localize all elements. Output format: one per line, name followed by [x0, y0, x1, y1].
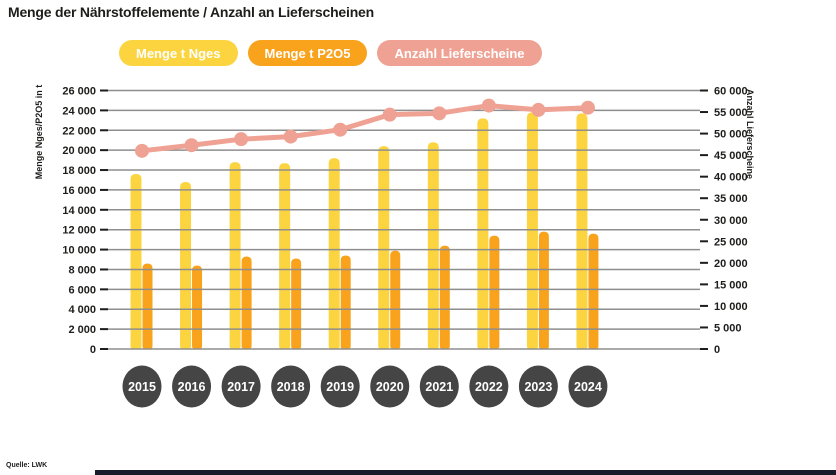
bar-p2o5-2021 [439, 245, 450, 349]
bar-nges-2018 [279, 163, 291, 349]
year-circle-2021 [419, 365, 459, 408]
year-label-2023: 2023 [524, 380, 552, 394]
year-circle-2018 [271, 365, 311, 408]
line-marker-2023 [531, 102, 546, 117]
right-axis-label: 55 000 [714, 107, 748, 119]
left-axis-title: Menge Nges/P2O5 in t [34, 84, 44, 180]
year-circle-2022 [469, 365, 509, 408]
footer-strip [95, 470, 836, 475]
gridlines-group [108, 89, 700, 350]
legend-pill-menge-p2o5[interactable]: Menge t P2O5 [247, 40, 368, 66]
right-axis-label: 15 000 [714, 279, 748, 291]
line-series-group [135, 98, 595, 158]
right-axis-label: 10 000 [714, 301, 748, 313]
year-label-2017: 2017 [227, 380, 255, 394]
bar-p2o5-2018 [291, 258, 302, 349]
bars-group [130, 112, 599, 349]
bar-p2o5-2022 [489, 235, 500, 349]
line-marker-2016 [184, 138, 199, 153]
line-marker-2024 [580, 100, 595, 115]
left-axis-group: 0 2 000 4 000 6 000 8 000 10 000 12 000 14 000 1… [62, 86, 108, 356]
right-axis-label: 25 000 [714, 236, 748, 248]
line-marker-2018 [283, 129, 298, 144]
line-marker-2021 [432, 106, 447, 121]
left-axis-label: 16 000 [62, 185, 96, 197]
left-axis-label: 10 000 [62, 245, 96, 257]
year-circle-2019 [320, 365, 360, 408]
bar-nges-2020 [378, 146, 390, 349]
left-axis-label: 26 000 [62, 86, 96, 98]
chart-title: Menge der Nährstoffelemente / Anzahl an … [8, 4, 374, 20]
right-axis-label: 30 000 [714, 215, 748, 227]
right-axis-label: 20 000 [714, 258, 748, 270]
bar-p2o5-2020 [390, 250, 401, 349]
left-axis-label: 4 000 [68, 304, 96, 316]
year-label-2019: 2019 [326, 380, 354, 394]
year-label-2024: 2024 [574, 380, 602, 394]
right-axis-label: 35 000 [714, 193, 748, 205]
year-circle-2023 [518, 365, 558, 408]
line-marker-2019 [333, 122, 348, 137]
bar-p2o5-2024 [588, 233, 599, 349]
right-axis-label: 60 000 [714, 86, 748, 98]
line-marker-2022 [481, 98, 496, 113]
left-axis-label: 24 000 [62, 105, 96, 117]
bar-nges-2023 [526, 112, 538, 349]
bar-nges-2016 [180, 181, 192, 349]
right-axis-title: Anzahl Lieferscheine [745, 88, 755, 180]
year-circle-2024 [568, 365, 608, 408]
right-axis-label: 40 000 [714, 172, 748, 184]
bar-nges-2022 [477, 118, 489, 349]
right-axis-label: 45 000 [714, 150, 748, 162]
legend-pill-anzahl-lieferscheine[interactable]: Anzahl Lieferscheine [377, 40, 542, 66]
left-axis-label: 20 000 [62, 145, 96, 157]
year-label-2020: 2020 [376, 380, 404, 394]
left-axis-label: 22 000 [62, 125, 96, 137]
bar-nges-2015 [130, 174, 142, 349]
bar-nges-2024 [576, 113, 588, 349]
source-note: Quelle: LWK [6, 462, 48, 469]
line-marker-2020 [382, 107, 397, 122]
left-axis-label: 14 000 [62, 205, 96, 217]
bar-p2o5-2019 [340, 255, 351, 349]
bar-nges-2019 [328, 158, 340, 349]
bar-p2o5-2015 [142, 263, 153, 349]
bar-nges-2021 [427, 142, 439, 349]
right-axis-group: 0 5 000 10 000 15 000 20 000 25 000 30 000 35 0… [700, 86, 748, 356]
left-axis-label: 8 000 [68, 264, 96, 276]
year-circle-2017 [221, 365, 261, 408]
bar-nges-2017 [229, 162, 241, 349]
year-circle-2020 [370, 365, 410, 408]
year-label-2021: 2021 [425, 380, 453, 394]
line-marker-2015 [135, 143, 149, 158]
right-axis-label: 0 [714, 344, 720, 356]
right-axis-label: 5 000 [714, 322, 742, 334]
left-axis-label: 18 000 [62, 165, 96, 177]
year-label-2015: 2015 [128, 380, 156, 394]
year-label-2016: 2016 [178, 380, 206, 394]
left-axis-label: 2 000 [68, 324, 96, 336]
year-label-2018: 2018 [277, 380, 305, 394]
left-axis-label: 6 000 [68, 284, 96, 296]
x-axis-group: 2015 2016 2017 2018 2019 2020 2021 2022 2023 2024 [122, 365, 608, 408]
left-axis-label: 12 000 [62, 225, 96, 237]
bar-p2o5-2016 [192, 265, 203, 349]
year-label-2022: 2022 [475, 380, 503, 394]
year-circle-2016 [172, 365, 212, 408]
chart-legend: Menge t Nges Menge t P2O5 Anzahl Liefers… [119, 40, 542, 66]
left-axis-label: 0 [90, 344, 96, 356]
legend-pill-menge-nges[interactable]: Menge t Nges [119, 40, 238, 66]
line-lieferscheine [139, 103, 591, 154]
year-circle-2015 [122, 365, 162, 408]
right-axis-label: 50 000 [714, 129, 748, 141]
bar-p2o5-2023 [538, 231, 549, 349]
line-marker-2017 [234, 132, 249, 147]
bar-p2o5-2017 [241, 256, 252, 349]
